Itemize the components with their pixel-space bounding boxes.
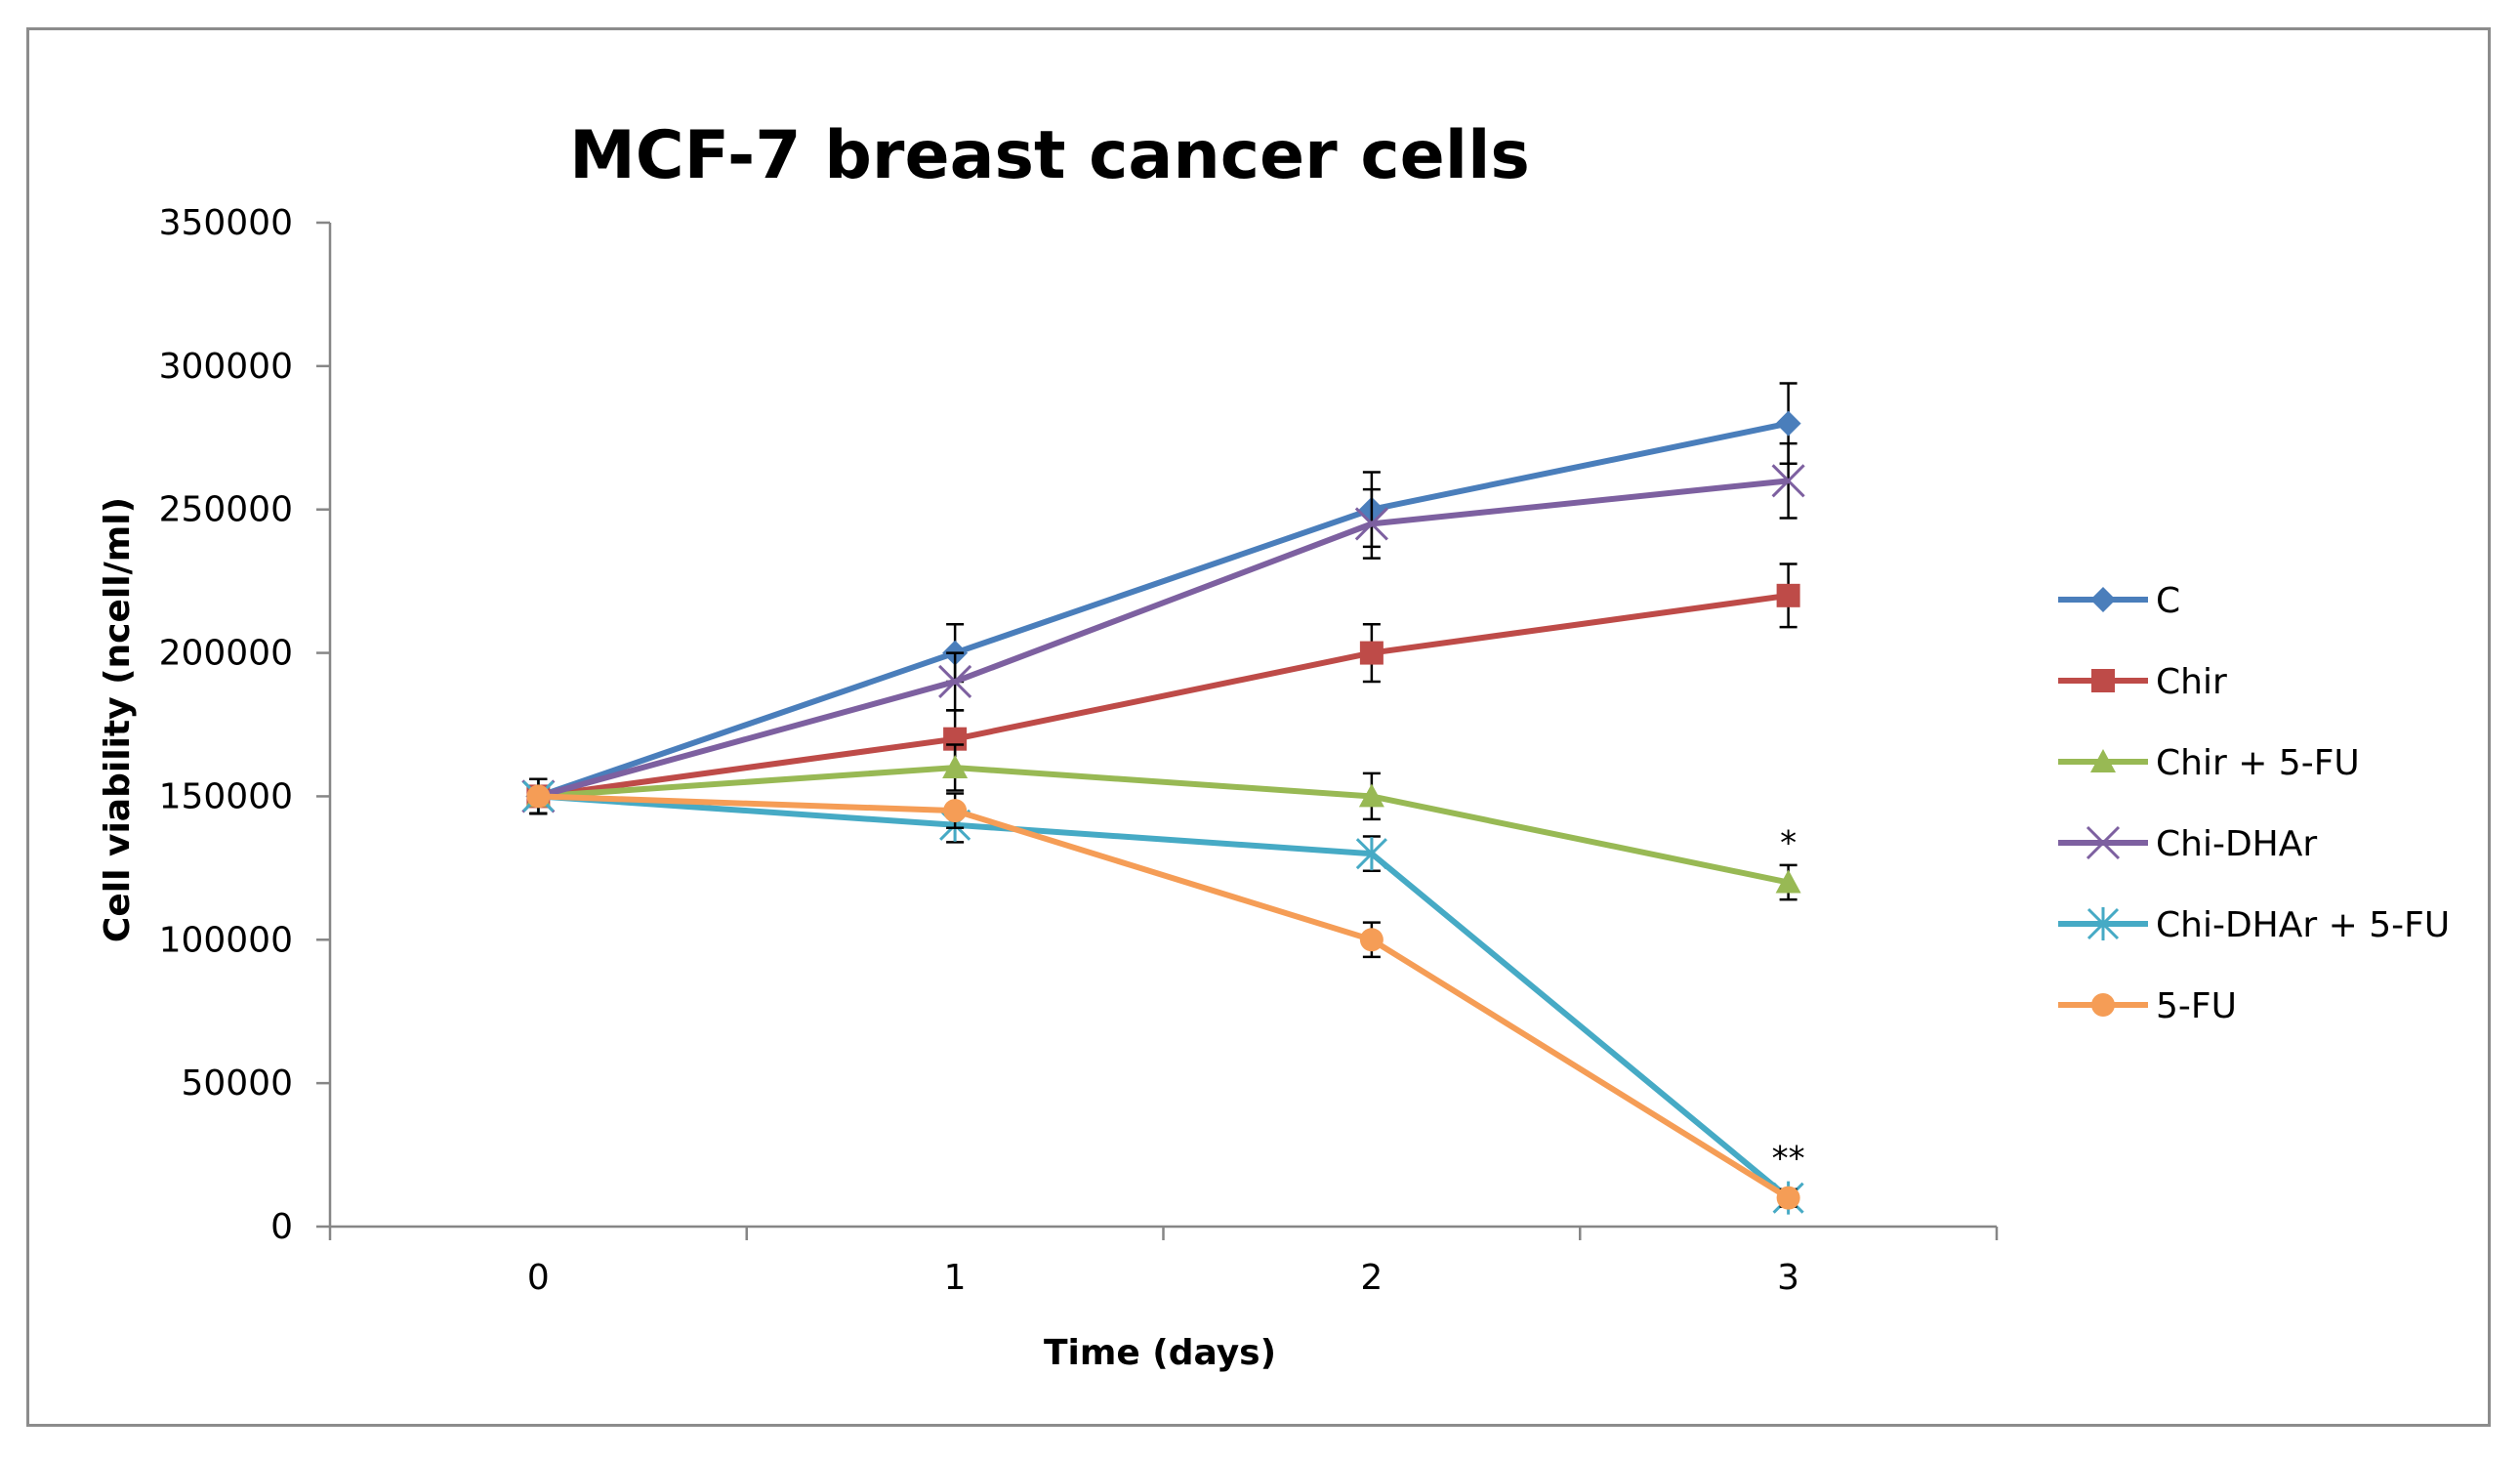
legend-label: C — [2156, 581, 2180, 621]
legend-item: Chir — [2058, 662, 2227, 702]
legend-label: Chir + 5-FU — [2156, 743, 2360, 783]
x-tick-label: 3 — [1777, 1258, 1799, 1298]
data-point — [1771, 464, 1805, 498]
legend-item: Chir + 5-FU — [2058, 743, 2360, 783]
series-chi-dhar — [521, 441, 1805, 815]
x-tick-label: 1 — [944, 1258, 967, 1298]
chart-frame — [26, 27, 2491, 1427]
data-point — [1355, 837, 1387, 871]
y-tick-label: 100000 — [159, 920, 293, 960]
data-point — [1776, 583, 1800, 607]
legend-marker — [2086, 907, 2120, 940]
data-point — [943, 799, 968, 823]
legend-label: Chi-DHAr — [2156, 824, 2317, 864]
data-point — [1359, 641, 1384, 665]
series-line — [538, 765, 1790, 886]
axes — [328, 223, 1997, 1229]
data-point — [938, 664, 972, 699]
series-layer — [521, 382, 1805, 1215]
x-axis-label: Time (days) — [1044, 1333, 1276, 1373]
series-line — [537, 478, 1789, 800]
significance-annotation: ** — [1772, 1140, 1805, 1179]
legend: C Chir Chir + 5-FU Chi-DHAr Chi-DHAr + 5-FU 5… — [2058, 581, 2450, 1026]
data-point — [1775, 869, 1801, 894]
data-point — [1358, 783, 1384, 808]
legend-label: Chi-DHAr + 5-FU — [2156, 905, 2450, 945]
y-tick-label: 250000 — [159, 490, 293, 530]
legend-item: Chi-DHAr — [2058, 824, 2317, 864]
legend-marker — [2090, 749, 2116, 772]
series-5-fu — [526, 777, 1800, 1210]
data-point — [526, 784, 551, 809]
chart-title: MCF-7 breast cancer cells — [569, 117, 1530, 194]
y-tick-label: 300000 — [159, 347, 293, 387]
x-axis-ticks: 0 1 2 3 — [328, 1227, 1999, 1298]
y-tick-label: 150000 — [159, 776, 293, 816]
series-line — [538, 793, 1791, 1201]
legend-marker — [2091, 669, 2115, 692]
series-line — [538, 793, 1791, 1200]
y-tick-label: 350000 — [159, 203, 293, 243]
significance-annotation: * — [1780, 823, 1797, 862]
data-point — [1354, 507, 1388, 541]
y-axis-ticks: 0 50000 100000 150000 200000 250000 300000 3500… — [159, 203, 330, 1247]
y-tick-label: 50000 — [181, 1063, 293, 1104]
x-tick-label: 2 — [1360, 1258, 1383, 1298]
legend-item: 5-FU — [2058, 986, 2237, 1026]
annotations: *** — [1772, 823, 1805, 1178]
legend-item: Chi-DHAr + 5-FU — [2058, 905, 2450, 945]
data-point — [942, 755, 969, 779]
data-point — [1359, 928, 1384, 952]
x-tick-label: 0 — [527, 1258, 550, 1298]
legend-label: Chir — [2156, 662, 2227, 702]
legend-marker — [2090, 587, 2116, 612]
y-tick-label: 200000 — [159, 634, 293, 674]
legend-marker — [2086, 825, 2121, 860]
series-line — [537, 420, 1790, 800]
legend-marker — [2091, 993, 2115, 1017]
legend-label: 5-FU — [2156, 986, 2237, 1026]
legend-item: C — [2058, 581, 2180, 621]
data-point — [1776, 1186, 1800, 1210]
series-line — [537, 592, 1790, 800]
y-tick-label: 0 — [270, 1207, 293, 1247]
y-axis-label: Cell viability (ncell/ml) — [98, 497, 138, 942]
data-point — [1775, 410, 1801, 437]
